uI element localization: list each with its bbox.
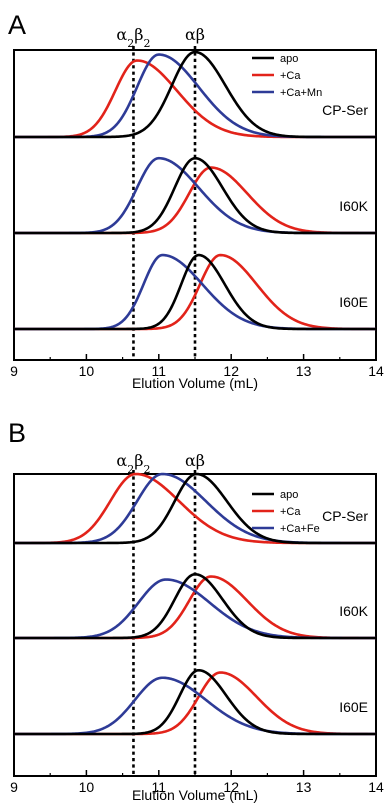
x-axis-title: Elution Volume (mL) [132,375,258,391]
sample-label: I60K [339,603,368,619]
series-line-apo [14,156,376,235]
sample-group-i60k: I60K [14,572,376,640]
x-tick-label: 11 [152,779,167,795]
reference-label: αβ [185,25,205,44]
x-tick-label: 14 [368,363,384,379]
legend-label: +Ca [280,70,301,82]
sample-label: I60E [339,294,368,310]
panel-letter: A [8,10,26,40]
legend-label: +Ca+Mn [280,87,322,99]
sample-label: I60E [339,699,368,715]
x-tick-label: 12 [223,363,239,379]
series-line-apo [14,253,376,331]
sample-group-cp-ser: CP-Ser [14,50,376,139]
x-tick-label: 13 [296,363,312,379]
legend-label: +Ca+Fe [280,523,320,535]
x-tick-label: 13 [296,779,312,795]
series-line-apo [14,50,376,139]
x-tick-label: 9 [10,363,18,379]
sample-label: CP-Ser [322,508,368,524]
x-tick-label: 14 [368,779,384,795]
x-tick-label: 12 [223,779,239,795]
reference-label: αβ [185,451,205,470]
legend: apo +Ca +Ca+Fe [252,489,320,535]
sample-group-i60k: I60K [14,156,376,235]
reference-label: α2β2 [116,25,150,50]
series-line-apo [14,572,376,640]
series-line-apo [14,472,376,545]
x-tick-label: 10 [79,363,95,379]
x-tick-label: 11 [152,363,167,379]
x-tick-label: 9 [10,779,18,795]
legend-label: apo [280,489,298,501]
legend-label: apo [280,53,298,65]
sample-label: CP-Ser [322,102,368,118]
sample-group-i60e: I60E [14,253,376,331]
sample-group-cp-ser: CP-Ser [14,472,376,545]
reference-label: α2β2 [116,451,150,476]
sample-label: I60K [339,198,368,214]
series-line-ca-fe [14,676,376,736]
x-axis-title: Elution Volume (mL) [132,787,258,803]
legend: apo +Ca +Ca+Mn [252,53,322,99]
series-line-apo [14,668,376,736]
panel-letter: B [8,418,26,448]
sample-group-i60e: I60E [14,668,376,736]
legend-label: +Ca [280,506,301,518]
x-tick-label: 10 [79,779,95,795]
